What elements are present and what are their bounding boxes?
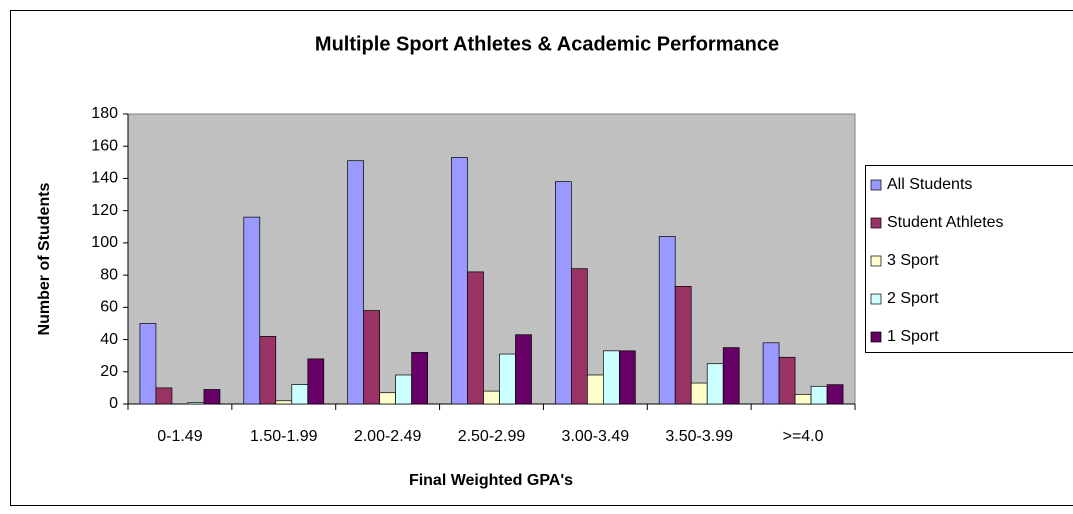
bar [555, 181, 572, 405]
bar [499, 353, 516, 405]
bar [451, 157, 468, 405]
bar [155, 387, 173, 405]
y-tick-label: 80 [100, 266, 118, 283]
bar [275, 400, 293, 405]
bar [203, 389, 221, 405]
legend-swatch [870, 255, 882, 267]
y-tick-label: 0 [109, 395, 118, 412]
y-tick-label: 60 [100, 299, 118, 316]
chart-title: Multiple Sport Athletes & Academic Perfo… [315, 33, 779, 55]
y-tick-label: 140 [91, 170, 118, 187]
plot-area [127, 113, 856, 405]
legend-label: Student Athletes [887, 214, 1004, 231]
legend-box [865, 165, 1073, 353]
x-tick-label: 1.50-1.99 [250, 428, 318, 445]
bar [587, 374, 604, 405]
bar [139, 323, 157, 405]
x-tick-label: 0-1.49 [157, 428, 202, 445]
x-tick-label: 2.50-2.99 [458, 428, 526, 445]
x-axis-label: Final Weighted GPA's [409, 472, 573, 489]
bar [674, 286, 692, 405]
bar [826, 384, 844, 405]
bar [658, 236, 676, 405]
x-tick-label: 2.00-2.49 [354, 428, 422, 445]
bar [411, 352, 428, 405]
y-tick-label: 40 [100, 331, 118, 348]
y-tick-label: 180 [91, 105, 118, 122]
legend-swatch [870, 331, 882, 343]
y-tick-label: 20 [100, 363, 118, 380]
bar [347, 160, 364, 405]
bar [794, 393, 812, 405]
x-tick-label: >=4.0 [783, 428, 824, 445]
bar [307, 358, 325, 405]
bar [706, 363, 724, 405]
legend-swatch [870, 217, 882, 229]
bar [619, 350, 636, 405]
legend-swatch [870, 293, 882, 305]
bar [778, 356, 796, 405]
legend-label: 2 Sport [887, 290, 939, 307]
y-tick-label: 160 [91, 137, 118, 154]
legend-label: 3 Sport [887, 252, 939, 269]
bar [515, 334, 532, 405]
bar [810, 385, 828, 405]
legend-label: All Students [887, 176, 972, 193]
y-axis-label: Number of Students [36, 182, 53, 335]
bar [363, 310, 380, 405]
bar [259, 335, 277, 405]
bar [483, 390, 500, 405]
bar [762, 342, 780, 405]
bar [603, 350, 620, 405]
bar [467, 271, 484, 405]
y-tick-label: 100 [91, 234, 118, 251]
x-tick-label: 3.50-3.99 [665, 428, 733, 445]
bar [291, 384, 309, 405]
bar [379, 392, 396, 405]
bar [571, 268, 588, 405]
bar [690, 382, 708, 405]
bar [395, 374, 412, 405]
bar [722, 347, 740, 405]
legend-swatch [870, 179, 882, 191]
bar [187, 402, 205, 405]
x-tick-label: 3.00-3.49 [562, 428, 630, 445]
y-tick-label: 120 [91, 202, 118, 219]
legend-label: 1 Sport [887, 328, 939, 345]
bar [243, 216, 261, 405]
